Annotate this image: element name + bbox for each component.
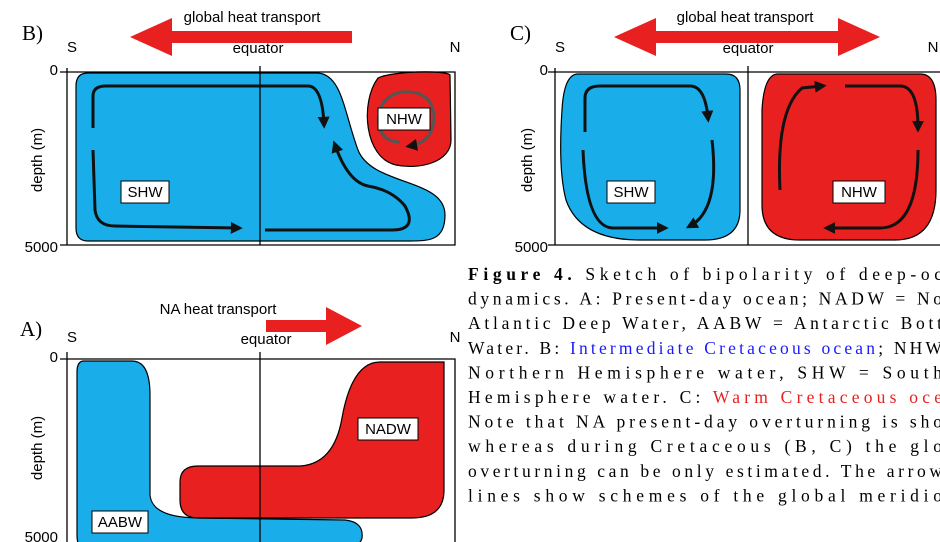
water-label: NHW bbox=[386, 111, 423, 128]
caption-line: lines show schemes of the global meridio bbox=[468, 485, 940, 505]
caption-text: Sketch of bipolarity of deep-oc bbox=[576, 264, 940, 284]
caption-text: Hemisphere water. C: bbox=[468, 387, 709, 407]
caption-text: whereas during Cretaceous (B, C) the glo bbox=[468, 436, 940, 456]
water-label: SHW bbox=[128, 184, 164, 201]
panel-letter: C) bbox=[510, 21, 531, 45]
figure: B) global heat transport equator S N 0 5… bbox=[0, 0, 940, 542]
south-label: S bbox=[555, 39, 565, 56]
axis-label: depth (m) bbox=[29, 128, 46, 192]
equator-label: equator bbox=[233, 40, 284, 57]
caption-text: lines show schemes of the global meridio bbox=[468, 485, 940, 505]
caption-line: Figure 4. Sketch of bipolarity of deep-o… bbox=[468, 264, 940, 284]
equator-label: equator bbox=[723, 40, 774, 57]
caption-text: overturning can be only estimated. The a… bbox=[468, 461, 940, 481]
caption-line: Atlantic Deep Water, AABW = Antarctic Bo… bbox=[468, 313, 940, 333]
depth-bottom: 5000 bbox=[515, 239, 548, 256]
south-label: S bbox=[67, 329, 77, 346]
depth-top: 0 bbox=[50, 62, 58, 79]
caption-line: Northern Hemisphere water, SHW = South bbox=[468, 362, 940, 382]
south-label: S bbox=[67, 39, 77, 56]
page: {"panels": [ {"letter": "B)", "transport… bbox=[0, 0, 940, 542]
water-mass bbox=[762, 74, 936, 240]
caption-text: ; NHW bbox=[878, 338, 940, 358]
panel-c: C) global heat transport equator S N 0 5… bbox=[510, 9, 940, 256]
caption-line: Hemisphere water. C: Warm Cretaceous oce bbox=[468, 387, 940, 407]
axis-label: depth (m) bbox=[519, 128, 536, 192]
equator-label: equator bbox=[241, 331, 292, 348]
water-label: NHW bbox=[841, 184, 878, 201]
depth-top: 0 bbox=[50, 349, 58, 366]
axis-label: depth (m) bbox=[29, 416, 46, 480]
caption-text: Water. B: bbox=[468, 338, 567, 358]
panel-letter: B) bbox=[22, 21, 43, 45]
panel-b: B) global heat transport equator S N 0 5… bbox=[22, 9, 460, 256]
north-label: N bbox=[928, 39, 939, 56]
caption: Figure 4. Sketch of bipolarity of deep-o… bbox=[468, 264, 940, 505]
caption-line: dynamics. A: Present-day ocean; NADW = N… bbox=[468, 289, 940, 309]
north-label: N bbox=[450, 329, 461, 346]
caption-text: Warm Cretaceous oce bbox=[713, 387, 940, 407]
north-label: N bbox=[450, 39, 461, 56]
transport-label: global heat transport bbox=[184, 9, 322, 26]
caption-text: dynamics. A: Present-day ocean; NADW = N… bbox=[468, 289, 940, 309]
depth-bottom: 5000 bbox=[25, 239, 58, 256]
caption-line: whereas during Cretaceous (B, C) the glo bbox=[468, 436, 940, 456]
transport-label: NA heat transport bbox=[160, 301, 278, 318]
caption-text: Note that NA present-day overturning is … bbox=[468, 412, 940, 432]
caption-line: overturning can be only estimated. The a… bbox=[468, 461, 940, 481]
panel-letter: A) bbox=[20, 317, 42, 341]
water-label: SHW bbox=[614, 184, 650, 201]
water-label: NADW bbox=[365, 421, 412, 438]
caption-line: Water. B: Intermediate Cretaceous ocean;… bbox=[468, 338, 940, 358]
caption-text: Northern Hemisphere water, SHW = South bbox=[468, 362, 940, 382]
water-label: AABW bbox=[98, 514, 143, 531]
depth-top: 0 bbox=[540, 62, 548, 79]
panel-a: A) NA heat transport equator S N 0 5000 … bbox=[20, 301, 460, 542]
transport-label: global heat transport bbox=[677, 9, 815, 26]
caption-text: Figure 4. bbox=[468, 264, 572, 284]
caption-text: Atlantic Deep Water, AABW = Antarctic Bo… bbox=[468, 313, 940, 333]
depth-bottom: 5000 bbox=[25, 529, 58, 542]
caption-line: Note that NA present-day overturning is … bbox=[468, 412, 940, 432]
caption-text: Intermediate Cretaceous ocean bbox=[570, 338, 875, 358]
